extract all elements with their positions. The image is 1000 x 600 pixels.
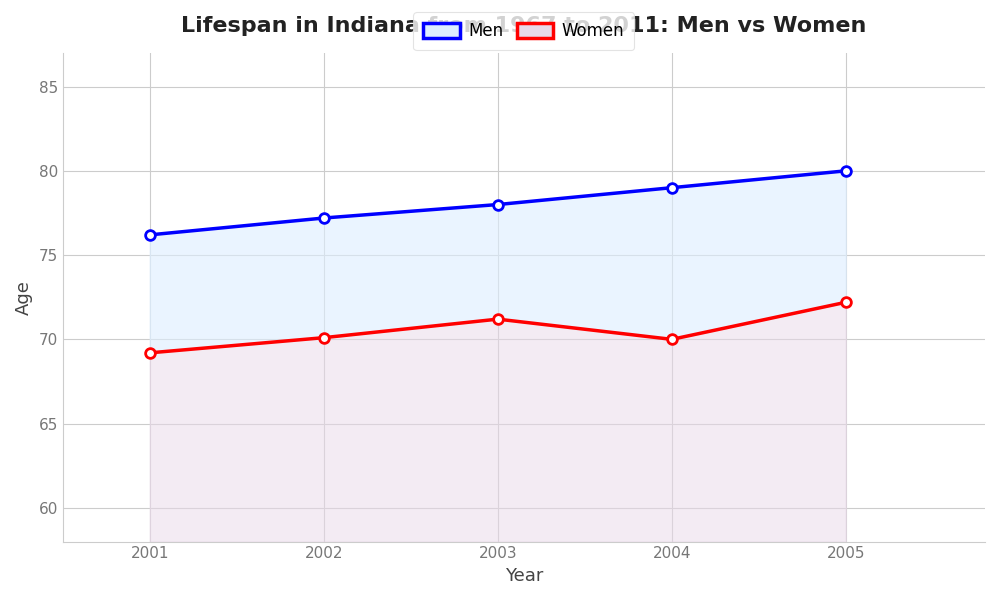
Title: Lifespan in Indiana from 1967 to 2011: Men vs Women: Lifespan in Indiana from 1967 to 2011: M… [181, 16, 867, 36]
Y-axis label: Age: Age [15, 280, 33, 314]
Legend: Men, Women: Men, Women [413, 13, 634, 50]
X-axis label: Year: Year [505, 567, 543, 585]
